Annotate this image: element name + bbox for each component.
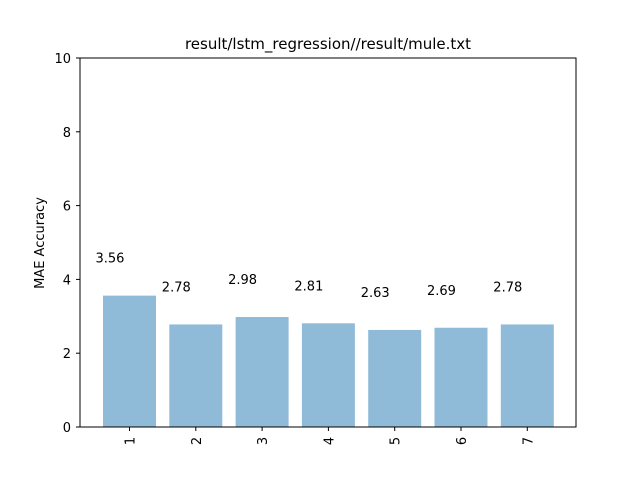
bar-6	[434, 327, 488, 427]
y-tick-label-4: 4	[63, 273, 71, 288]
bar-7	[500, 324, 554, 427]
bar-5	[368, 329, 422, 427]
x-tick-label-5: 5	[389, 437, 404, 445]
y-axis-ticks: 0 2 4 6 8 10	[54, 52, 80, 436]
plot-frame	[79, 57, 577, 428]
data-label-4: 2.81	[294, 279, 323, 294]
bar-3	[235, 317, 289, 427]
x-tick-label-3: 3	[256, 437, 271, 445]
bar-2	[169, 324, 223, 427]
bar-1	[103, 295, 156, 427]
x-axis-ticks: 1 2 3 4 5 6 7	[124, 427, 536, 445]
x-tick-label-4: 4	[322, 437, 337, 445]
chart-title: result/lstm_regression//result/mule.txt	[185, 35, 471, 54]
data-label-3: 2.98	[228, 273, 257, 288]
y-tick-label-8: 8	[63, 126, 71, 141]
x-tick-label-7: 7	[521, 437, 536, 445]
data-label-7: 2.78	[493, 281, 522, 296]
bars-group	[103, 295, 554, 427]
y-tick-label-0: 0	[63, 421, 71, 436]
data-label-6: 2.69	[427, 284, 456, 299]
y-tick-label-2: 2	[63, 347, 71, 362]
data-label-5: 2.63	[361, 286, 390, 301]
y-axis-label: MAE Accuracy	[33, 197, 48, 289]
data-labels-group: 3.56 2.78 2.98 2.81 2.63 2.69 2.78	[96, 252, 523, 301]
data-label-2: 2.78	[162, 281, 191, 296]
data-label-1: 3.56	[96, 252, 125, 267]
bar-4	[301, 323, 355, 427]
x-tick-label-1: 1	[124, 437, 139, 445]
y-tick-label-6: 6	[63, 200, 71, 215]
y-tick-label-10: 10	[54, 52, 71, 67]
x-tick-label-6: 6	[455, 437, 470, 445]
x-tick-label-2: 2	[190, 437, 205, 445]
